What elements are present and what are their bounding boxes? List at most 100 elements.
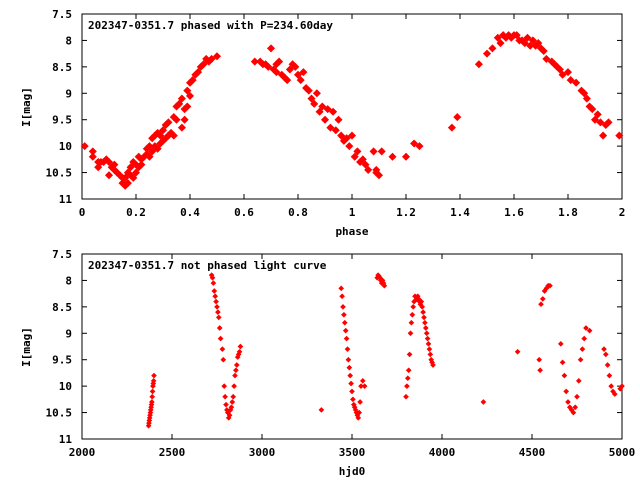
data-point: [539, 46, 548, 56]
data-point: [131, 168, 141, 177]
data-point: [615, 131, 624, 140]
data-point: [453, 113, 462, 122]
y-axis-title: I[mag]: [20, 327, 33, 367]
data-point: [151, 372, 157, 379]
data-point: [404, 383, 410, 389]
data-point: [408, 319, 415, 326]
data-point: [323, 105, 332, 114]
data-point: [344, 346, 351, 352]
data-point: [88, 152, 97, 161]
unphased-light-curve-panel: 2000 2500 3000 3500 4000 4500 5000 7.5 8 8.5 9 9.5 1…: [20, 248, 635, 478]
y-tick-label: 7.5: [52, 8, 72, 21]
data-point: [381, 282, 388, 289]
y-tick-label: 10: [59, 380, 72, 393]
data-point: [237, 343, 244, 350]
data-point: [488, 44, 497, 53]
data-point: [447, 123, 456, 132]
data-point: [320, 115, 330, 124]
data-point: [359, 378, 366, 384]
data-point: [361, 383, 368, 389]
data-point: [539, 296, 546, 302]
data-point: [293, 70, 303, 79]
x-tick-label: 1.2: [396, 206, 416, 219]
data-point: [150, 378, 157, 384]
data-point: [342, 327, 349, 334]
data-point: [345, 142, 354, 151]
x-tick-label: 1.8: [558, 206, 578, 219]
data-point: [430, 362, 436, 368]
chart-title: 202347-0351.7 phased with P=234.60day: [88, 19, 333, 32]
data-points: [80, 31, 624, 190]
data-point: [232, 372, 238, 379]
data-point: [146, 415, 153, 421]
data-point: [358, 155, 367, 164]
data-point: [561, 372, 568, 379]
data-point: [147, 412, 153, 419]
data-point: [523, 33, 532, 42]
data-point: [374, 171, 384, 180]
data-point: [542, 54, 551, 63]
data-point: [581, 335, 588, 342]
data-point: [221, 383, 228, 389]
data-point: [219, 346, 226, 352]
data-point: [149, 393, 156, 400]
data-point: [619, 383, 625, 389]
data-point: [608, 383, 615, 389]
data-point: [377, 147, 386, 156]
data-point: [216, 325, 223, 331]
data-point: [411, 298, 417, 305]
data-point: [104, 157, 114, 167]
y-tick-label: 10.5: [46, 167, 73, 180]
data-point: [307, 94, 316, 103]
x-tick-label: 0.4: [180, 206, 200, 219]
data-point: [404, 375, 411, 382]
data-point: [538, 301, 544, 308]
x-tick-label: 0.2: [126, 206, 146, 219]
data-point: [345, 356, 352, 363]
data-point: [577, 356, 584, 363]
data-points: [145, 272, 625, 429]
y-tick-label: 9.5: [52, 114, 72, 127]
data-point: [590, 115, 600, 124]
data-point: [425, 341, 432, 347]
data-point: [285, 65, 294, 74]
data-point: [410, 139, 419, 148]
data-point: [326, 123, 335, 132]
data-point: [183, 86, 192, 95]
data-point: [209, 274, 216, 281]
data-point: [342, 134, 351, 143]
data-point: [526, 41, 535, 50]
x-tick-label: 2500: [159, 446, 186, 459]
chart-title: 202347-0351.7 not phased light curve: [88, 259, 327, 272]
data-point: [536, 356, 543, 363]
data-point: [169, 131, 178, 140]
data-point: [104, 171, 114, 180]
y-tick-label: 10: [59, 140, 72, 153]
data-point: [409, 311, 416, 318]
y-tick-label: 11: [59, 193, 73, 206]
data-point: [207, 54, 216, 63]
data-point: [337, 131, 346, 140]
data-point: [555, 65, 564, 74]
data-point: [296, 76, 305, 85]
data-point: [214, 304, 220, 310]
data-point: [123, 179, 132, 188]
data-point: [558, 70, 567, 79]
data-point: [129, 173, 138, 182]
data-point: [405, 367, 412, 374]
data-point: [410, 304, 417, 310]
data-point: [250, 57, 259, 66]
data-point: [406, 351, 413, 358]
data-point: [213, 298, 219, 305]
data-point: [137, 160, 146, 169]
data-point: [264, 62, 273, 71]
data-point: [156, 131, 165, 140]
x-tick-label: 2000: [69, 446, 96, 459]
data-point: [210, 280, 217, 286]
data-point: [356, 409, 363, 416]
data-point: [149, 399, 155, 405]
data-point: [315, 107, 324, 116]
data-point: [601, 346, 607, 352]
data-point: [512, 31, 521, 40]
